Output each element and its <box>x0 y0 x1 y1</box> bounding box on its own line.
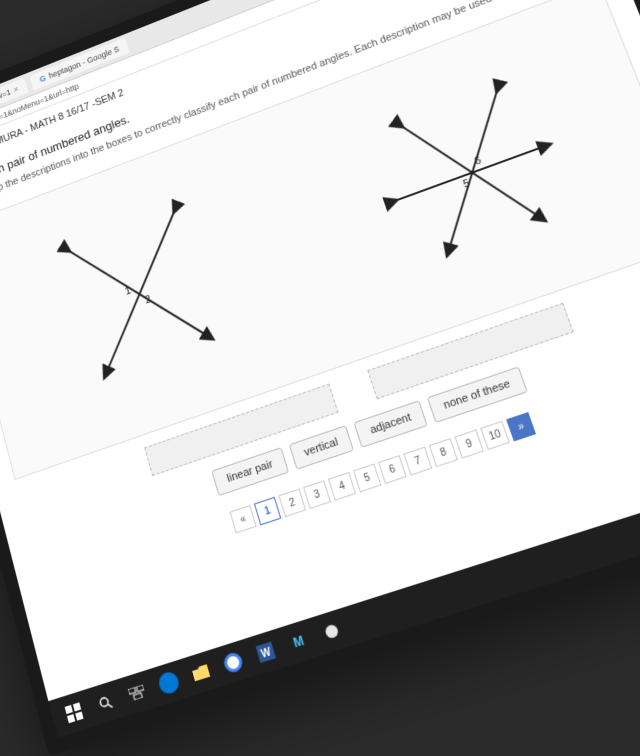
pager-page-7[interactable]: 7 <box>404 447 433 476</box>
chrome-icon[interactable] <box>215 644 252 682</box>
google-icon: G <box>39 73 47 84</box>
pager-next[interactable]: » <box>506 412 536 441</box>
folder-icon[interactable] <box>183 654 220 692</box>
pager-page-6[interactable]: 6 <box>378 455 407 484</box>
figure-left: 1 2 <box>27 173 257 418</box>
close-icon[interactable]: × <box>13 84 20 94</box>
pager-page-4[interactable]: 4 <box>328 472 356 501</box>
task-view-icon[interactable] <box>119 674 155 711</box>
app-icon-c[interactable] <box>313 612 351 650</box>
word-icon[interactable]: W <box>247 633 284 671</box>
pager-page-9[interactable]: 9 <box>455 430 484 459</box>
edge-icon[interactable] <box>151 664 187 702</box>
angle-label-2: 2 <box>144 294 153 307</box>
chip-vertical[interactable]: vertical <box>289 425 355 470</box>
pager-page-1[interactable]: 1 <box>254 497 281 526</box>
screen: ewer/243441?lessonView=1 × G heptagon - … <box>0 0 640 756</box>
pager-page-10[interactable]: 10 <box>480 421 510 450</box>
pager-page-3[interactable]: 3 <box>303 481 331 510</box>
chip-linear-pair[interactable]: linear pair <box>212 448 289 497</box>
chip-adjacent[interactable]: adjacent <box>354 401 428 449</box>
svg-text:M: M <box>292 635 306 651</box>
start-button[interactable] <box>57 694 92 731</box>
app-icon-m[interactable]: M <box>280 623 318 661</box>
figure-right: 5 6 <box>346 47 605 301</box>
pager-prev[interactable]: « <box>230 505 257 534</box>
search-icon[interactable] <box>88 684 123 721</box>
pager-page-5[interactable]: 5 <box>353 464 381 493</box>
angle-label-1: 1 <box>124 286 133 299</box>
pager-page-2[interactable]: 2 <box>279 489 307 518</box>
pager-page-8[interactable]: 8 <box>429 438 458 467</box>
